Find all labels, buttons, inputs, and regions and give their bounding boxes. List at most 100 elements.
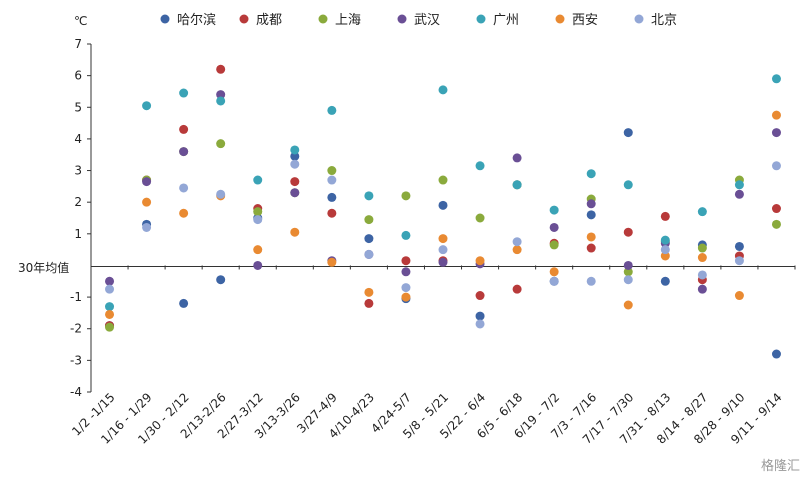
- data-point: [216, 189, 226, 199]
- data-point: [771, 161, 781, 171]
- data-point: [179, 298, 189, 308]
- legend-label: 武汉: [414, 13, 440, 28]
- data-point: [697, 270, 707, 280]
- data-point: [697, 243, 707, 253]
- legend-label: 哈尔滨: [177, 12, 216, 28]
- legend-marker: [239, 14, 249, 24]
- y-tick-label: 1: [74, 227, 82, 241]
- data-point: [623, 260, 633, 270]
- legend-marker: [555, 14, 565, 24]
- data-point: [549, 205, 559, 215]
- data-point: [216, 64, 226, 74]
- data-point: [401, 267, 411, 277]
- data-point: [290, 145, 300, 155]
- baseline-label: 30年均值: [18, 260, 69, 275]
- x-ticks: 1/2 -1/151/16 - 1/291/30 - 2/122/13-2/26…: [69, 265, 796, 447]
- data-point: [290, 151, 300, 161]
- data-point: [586, 276, 596, 286]
- legend-marker: [397, 14, 407, 24]
- data-point: [771, 204, 781, 214]
- data-point: [327, 166, 337, 176]
- data-point: [512, 284, 522, 294]
- data-point: [512, 245, 522, 255]
- data-point: [290, 188, 300, 198]
- data-point: [734, 189, 744, 199]
- data-point: [475, 319, 485, 329]
- data-point: [142, 197, 152, 207]
- data-point: [364, 215, 374, 225]
- data-point: [549, 267, 559, 277]
- data-point: [105, 284, 115, 294]
- data-point: [549, 222, 559, 232]
- data-point: [401, 292, 411, 302]
- y-tick-label: 7: [74, 37, 82, 51]
- data-point: [290, 159, 300, 169]
- data-point: [216, 96, 226, 106]
- data-point: [586, 199, 596, 209]
- legend-marker: [318, 14, 328, 24]
- data-point: [253, 215, 263, 225]
- data-point: [623, 227, 633, 237]
- data-point: [105, 276, 115, 286]
- legend-label: 西安: [572, 13, 598, 28]
- data-point: [253, 207, 263, 217]
- legend-label: 北京: [651, 13, 677, 28]
- data-point: [623, 275, 633, 285]
- data-point: [771, 349, 781, 359]
- data-point: [105, 309, 115, 319]
- data-point: [364, 191, 374, 201]
- data-point: [438, 234, 448, 244]
- data-point: [771, 74, 781, 84]
- data-point: [142, 222, 152, 232]
- data-point: [660, 211, 670, 221]
- data-point: [771, 110, 781, 120]
- data-point: [401, 283, 411, 293]
- data-point: [475, 291, 485, 301]
- data-point: [512, 180, 522, 190]
- data-point: [549, 276, 559, 286]
- data-point: [327, 192, 337, 202]
- y-tick-label: 6: [74, 69, 82, 83]
- data-point: [364, 298, 374, 308]
- data-point: [475, 213, 485, 223]
- data-point: [253, 175, 263, 185]
- y-tick-label: -3: [70, 353, 82, 367]
- data-point: [142, 101, 152, 111]
- data-point: [586, 169, 596, 179]
- y-tick-label: -1: [70, 290, 82, 304]
- legend-marker: [634, 14, 644, 24]
- data-point: [697, 284, 707, 294]
- data-point: [401, 256, 411, 266]
- data-point: [364, 249, 374, 259]
- data-point: [660, 276, 670, 286]
- data-point: [734, 180, 744, 190]
- data-point: [290, 177, 300, 187]
- watermark: 格隆汇: [760, 459, 800, 474]
- y-tick-label: -4: [70, 385, 82, 399]
- data-point: [771, 219, 781, 229]
- y-tick-label: 2: [74, 195, 82, 209]
- data-point: [660, 235, 670, 245]
- data-point: [734, 256, 744, 266]
- data-point: [179, 88, 189, 98]
- y-tick-label: 4: [74, 132, 82, 146]
- data-point: [475, 161, 485, 171]
- data-point: [179, 208, 189, 218]
- data-point: [438, 85, 448, 95]
- legend-label: 成都: [256, 13, 282, 28]
- data-point: [660, 245, 670, 255]
- data-point: [179, 183, 189, 193]
- legend-label: 广州: [493, 13, 519, 28]
- data-point: [660, 251, 670, 261]
- data-point: [401, 191, 411, 201]
- y-ticks: 7 6 5 4 3 2 1 -1 -2 -3 -4: [70, 37, 91, 399]
- data-point: [253, 260, 263, 270]
- y-tick-label: 5: [74, 100, 82, 114]
- legend-marker: [476, 14, 486, 24]
- data-point: [697, 253, 707, 263]
- data-points: [105, 64, 781, 359]
- y-tick-label: -2: [70, 322, 82, 336]
- data-point: [475, 256, 485, 266]
- unit-label: ℃: [74, 14, 87, 28]
